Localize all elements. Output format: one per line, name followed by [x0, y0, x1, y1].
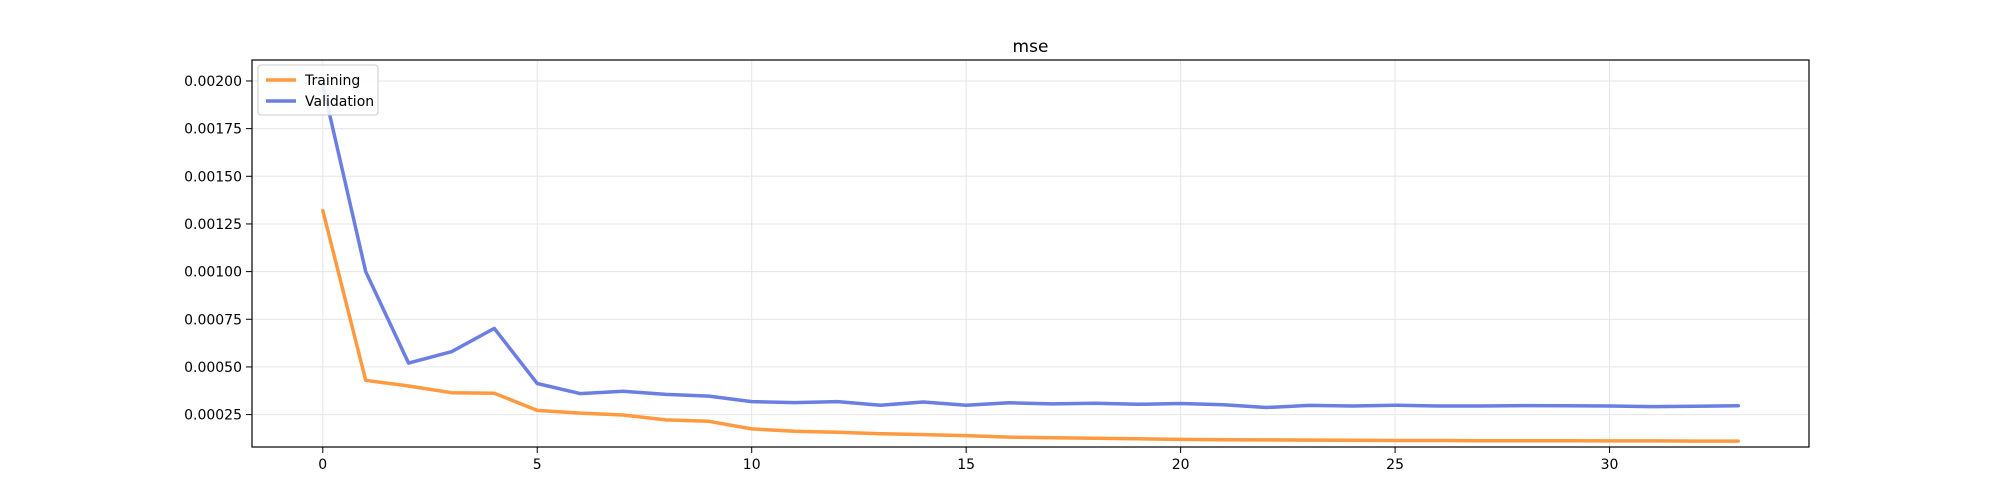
x-tick-label: 30 [1601, 457, 1619, 473]
y-tick-label: 0.00075 [184, 312, 242, 328]
y-tick-label: 0.00100 [184, 265, 242, 281]
series-lines [321, 83, 1740, 443]
y-tick-label: 0.00175 [184, 122, 242, 138]
x-tick-label: 25 [1386, 457, 1404, 473]
x-tick-label: 5 [533, 457, 542, 473]
x-tick-label: 20 [1172, 457, 1190, 473]
grid [252, 60, 1809, 447]
legend-label-training: Training [304, 73, 360, 89]
x-tick-label: 10 [743, 457, 761, 473]
series-line-validation [321, 83, 1740, 410]
y-axis: 0.00025 0.00050 0.00075 0.00100 0.00125 0.001… [184, 74, 252, 424]
y-tick-label: 0.00125 [184, 217, 242, 233]
x-tick-label: 15 [957, 457, 975, 473]
chart-title: mse [1013, 37, 1049, 57]
x-tick-label: 0 [318, 457, 327, 473]
y-tick-label: 0.00050 [184, 360, 242, 376]
x-axis: 0 5 10 15 20 25 30 [318, 447, 1618, 473]
y-tick-label: 0.00025 [184, 408, 242, 424]
legend-label-validation: Validation [305, 94, 374, 110]
series-line-training [321, 208, 1740, 443]
y-tick-label: 0.00150 [184, 169, 242, 185]
plot-frame [251, 59, 1810, 448]
legend: Training Validation [257, 64, 379, 116]
y-tick-label: 0.00200 [184, 74, 242, 90]
